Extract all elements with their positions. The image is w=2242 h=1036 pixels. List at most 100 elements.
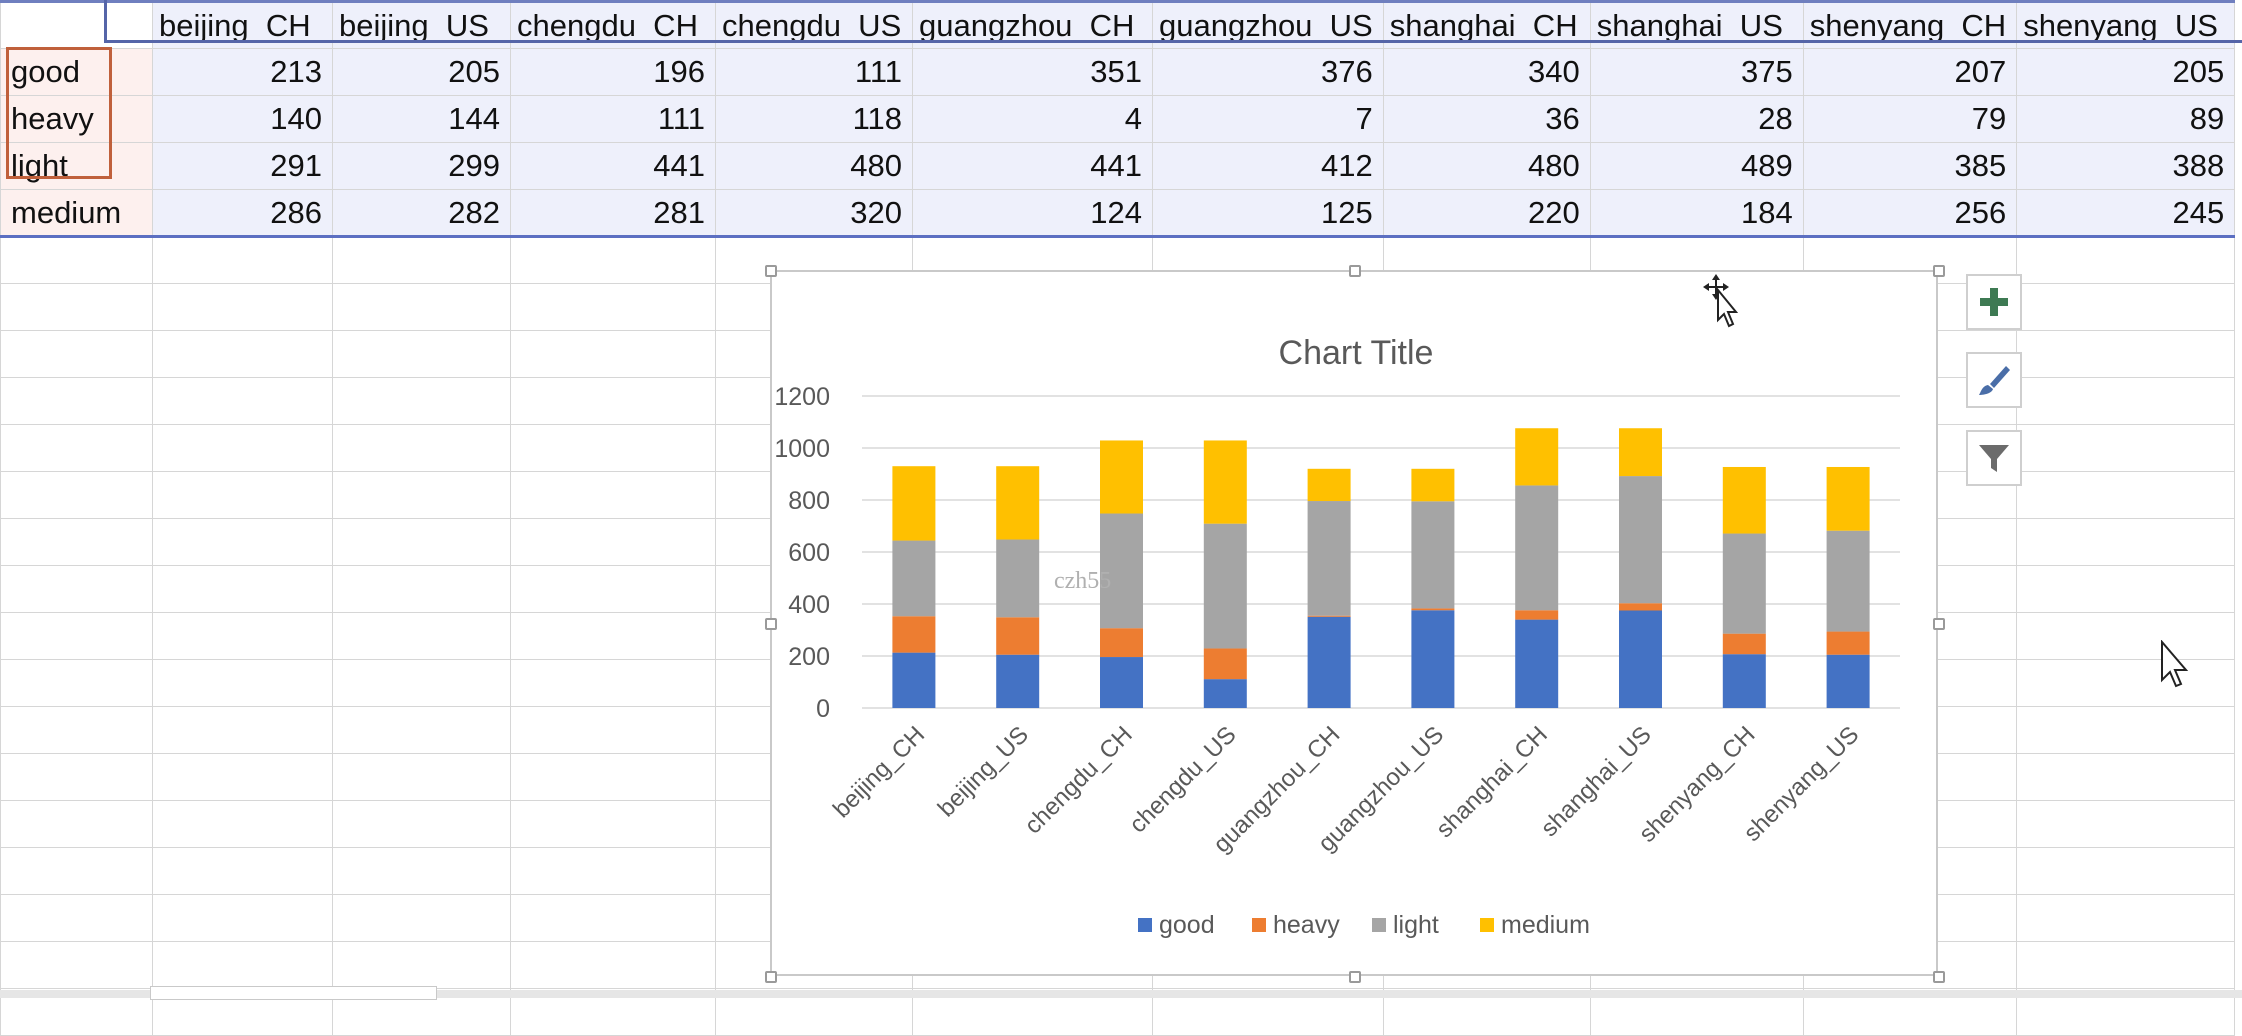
bar-segment-good[interactable] [996, 654, 1040, 708]
empty-cell[interactable] [0, 894, 153, 942]
value-cell[interactable]: 4 [912, 95, 1153, 143]
bar-segment-good[interactable] [1203, 679, 1247, 708]
empty-cell[interactable] [332, 471, 511, 519]
empty-cell[interactable] [152, 941, 333, 989]
value-cell[interactable]: 299 [332, 142, 511, 190]
bar-segment-medium[interactable] [1515, 428, 1559, 486]
empty-cell[interactable] [152, 894, 333, 942]
value-cell[interactable]: 385 [1802, 142, 2018, 190]
bar-segment-light[interactable] [1411, 501, 1455, 609]
empty-cell[interactable] [0, 800, 153, 848]
empty-cell[interactable] [2016, 847, 2236, 895]
empty-cell[interactable] [152, 330, 333, 378]
value-cell[interactable]: 340 [1382, 48, 1591, 96]
value-cell[interactable]: 184 [1589, 189, 1804, 238]
empty-cell[interactable] [332, 847, 511, 895]
value-cell[interactable]: 220 [1382, 189, 1591, 238]
empty-cell[interactable] [152, 377, 333, 425]
value-cell[interactable]: 79 [1802, 95, 2018, 143]
legend-label-heavy[interactable]: heavy [1273, 911, 1340, 939]
empty-cell[interactable] [152, 753, 333, 801]
empty-cell[interactable] [0, 612, 153, 660]
value-cell[interactable]: 28 [1589, 95, 1804, 143]
value-cell[interactable]: 375 [1589, 48, 1804, 96]
bar-segment-good[interactable] [1619, 610, 1662, 709]
value-cell[interactable]: 7 [1152, 95, 1384, 143]
chart-title[interactable]: Chart Title [1279, 334, 1434, 372]
bar-segment-light[interactable] [996, 539, 1040, 618]
empty-cell[interactable] [510, 800, 716, 848]
empty-cell[interactable] [510, 847, 716, 895]
empty-cell[interactable] [2016, 565, 2236, 613]
empty-cell[interactable] [0, 565, 153, 613]
value-cell[interactable]: 441 [510, 142, 716, 190]
resize-handle[interactable] [765, 971, 777, 983]
empty-cell[interactable] [2016, 941, 2236, 989]
empty-cell[interactable] [510, 753, 716, 801]
empty-cell[interactable] [2016, 753, 2236, 801]
value-cell[interactable]: 320 [715, 189, 913, 238]
empty-cell[interactable] [2016, 800, 2236, 848]
value-cell[interactable]: 245 [2016, 189, 2236, 238]
empty-cell[interactable] [152, 706, 333, 754]
value-cell[interactable]: 118 [715, 95, 913, 143]
column-header-cell[interactable]: beijing_US [332, 0, 511, 49]
empty-cell[interactable] [152, 518, 333, 566]
value-cell[interactable]: 412 [1152, 142, 1384, 190]
empty-cell[interactable] [332, 753, 511, 801]
empty-cell[interactable] [510, 236, 716, 284]
bar-segment-medium[interactable] [1307, 468, 1351, 502]
column-header-cell[interactable]: shenyang_CH [1802, 0, 2018, 49]
column-header-cell[interactable]: guangzhou_CH [912, 0, 1153, 49]
column-header-cell[interactable]: chengdu_US [715, 0, 913, 49]
stacked-column-chart[interactable]: Chart Title 0 200 400 600 800 1000 1200 beijing_… [765, 265, 1945, 983]
value-cell[interactable]: 207 [1802, 48, 2018, 96]
resize-handle[interactable] [1933, 971, 1945, 983]
empty-cell[interactable] [332, 800, 511, 848]
bar-segment-heavy[interactable] [1100, 628, 1143, 658]
bar-segment-good[interactable] [1307, 616, 1351, 708]
empty-cell[interactable] [2016, 330, 2236, 378]
empty-cell[interactable] [2016, 424, 2236, 472]
bar-segment-heavy[interactable] [1307, 615, 1351, 617]
bar-segment-heavy[interactable] [1826, 631, 1870, 655]
value-cell[interactable]: 111 [510, 95, 716, 143]
resize-handle[interactable] [1349, 971, 1361, 983]
empty-cell[interactable] [332, 283, 511, 331]
empty-cell[interactable] [510, 283, 716, 331]
resize-handle[interactable] [1349, 265, 1361, 277]
value-cell[interactable]: 480 [1382, 142, 1591, 190]
bar-segment-medium[interactable] [1411, 468, 1455, 502]
empty-cell[interactable] [0, 283, 153, 331]
value-cell[interactable]: 441 [912, 142, 1153, 190]
empty-cell[interactable] [510, 659, 716, 707]
value-cell[interactable]: 36 [1382, 95, 1591, 143]
resize-handle[interactable] [1933, 265, 1945, 277]
empty-cell[interactable] [0, 471, 153, 519]
empty-cell[interactable] [332, 518, 511, 566]
empty-cell[interactable] [152, 471, 333, 519]
empty-cell[interactable] [332, 706, 511, 754]
empty-cell[interactable] [2016, 659, 2236, 707]
empty-cell[interactable] [2016, 706, 2236, 754]
empty-cell[interactable] [2016, 612, 2236, 660]
empty-cell[interactable] [332, 659, 511, 707]
row-label-cell[interactable]: heavy [0, 95, 153, 143]
value-cell[interactable]: 205 [332, 48, 511, 96]
value-cell[interactable]: 291 [152, 142, 333, 190]
bar-segment-light[interactable] [1826, 530, 1870, 632]
empty-cell[interactable] [2016, 236, 2236, 284]
value-cell[interactable]: 111 [715, 48, 913, 96]
column-header-cell[interactable]: shanghai_US [1589, 0, 1804, 49]
empty-cell[interactable] [2016, 471, 2236, 519]
bar-segment-heavy[interactable] [892, 616, 936, 653]
empty-cell[interactable] [0, 659, 153, 707]
bar-segment-light[interactable] [1100, 513, 1143, 629]
empty-cell[interactable] [0, 330, 153, 378]
value-cell[interactable]: 89 [2016, 95, 2236, 143]
empty-cell[interactable] [152, 283, 333, 331]
value-cell[interactable]: 282 [332, 189, 511, 238]
empty-cell[interactable] [332, 565, 511, 613]
row-label-cell[interactable]: light [0, 142, 153, 190]
empty-cell[interactable] [510, 565, 716, 613]
